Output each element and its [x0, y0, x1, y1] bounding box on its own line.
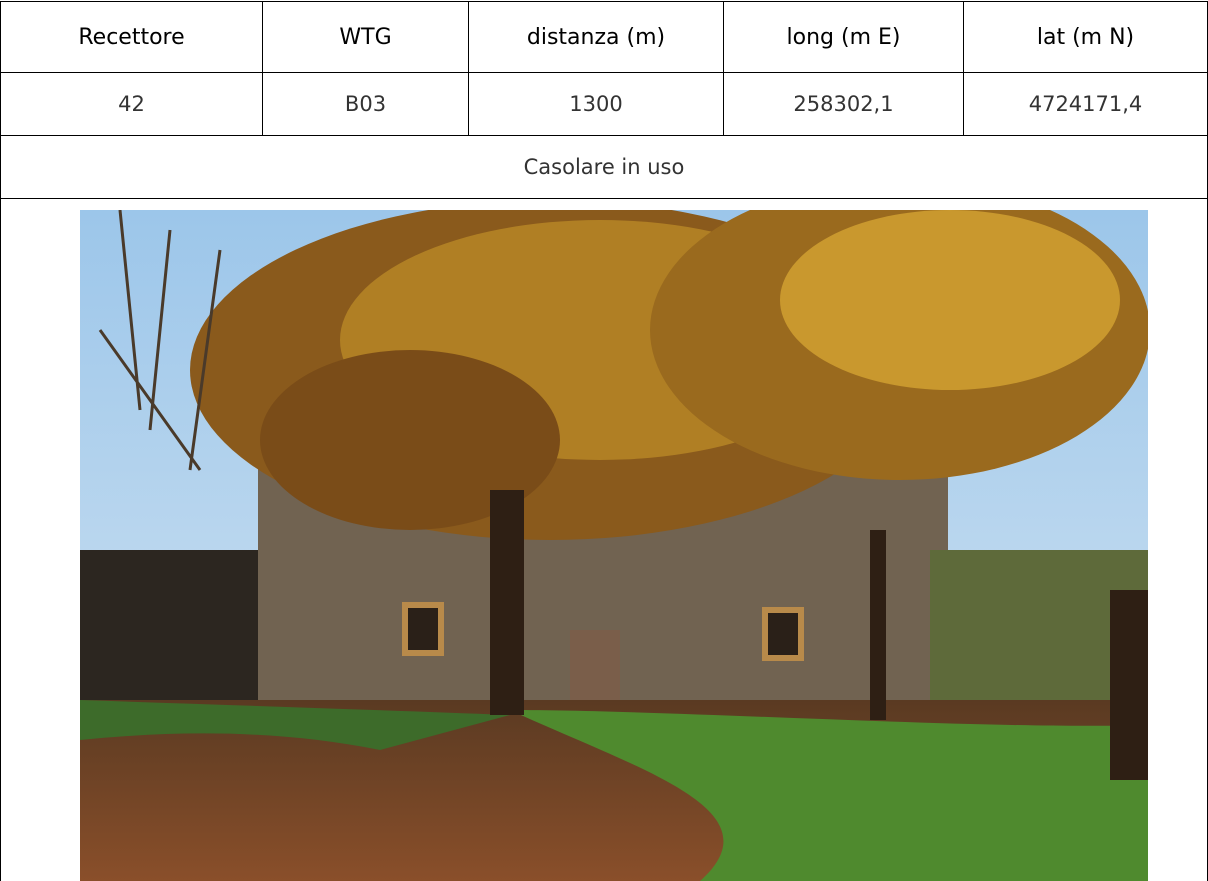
- photo-row: [1, 199, 1208, 881]
- header-cell: long (m E): [724, 2, 964, 73]
- cell: 4724171,4: [964, 73, 1208, 136]
- header-row: Recettore WTG distanza (m) long (m E) la…: [1, 2, 1208, 73]
- cell: 1300: [469, 73, 724, 136]
- header-cell: lat (m N): [964, 2, 1208, 73]
- description-row: Casolare in uso: [1, 136, 1208, 199]
- photo: [80, 210, 1148, 881]
- page-body: {"table": {"header": ["Recettore", "WTG"…: [0, 0, 1208, 881]
- page: Recettore 42 html, body { margin: 0; pad…: [0, 0, 1208, 881]
- document: Recettore WTG distanza (m) long (m E) la…: [0, 0, 1208, 881]
- header-cell: WTG: [263, 2, 469, 73]
- data-row: 42 B03 1300 258302,1 4724171,4: [1, 73, 1208, 136]
- photo-cell: [1, 199, 1208, 881]
- cell: B03: [263, 73, 469, 136]
- receptor-table: Recettore WTG distanza (m) long (m E) la…: [0, 1, 1208, 881]
- header-cell: distanza (m): [469, 2, 724, 73]
- header-cell: Recettore: [1, 2, 263, 73]
- description: Casolare in uso: [1, 136, 1208, 199]
- cell: 258302,1: [724, 73, 964, 136]
- cell: 42: [1, 73, 263, 136]
